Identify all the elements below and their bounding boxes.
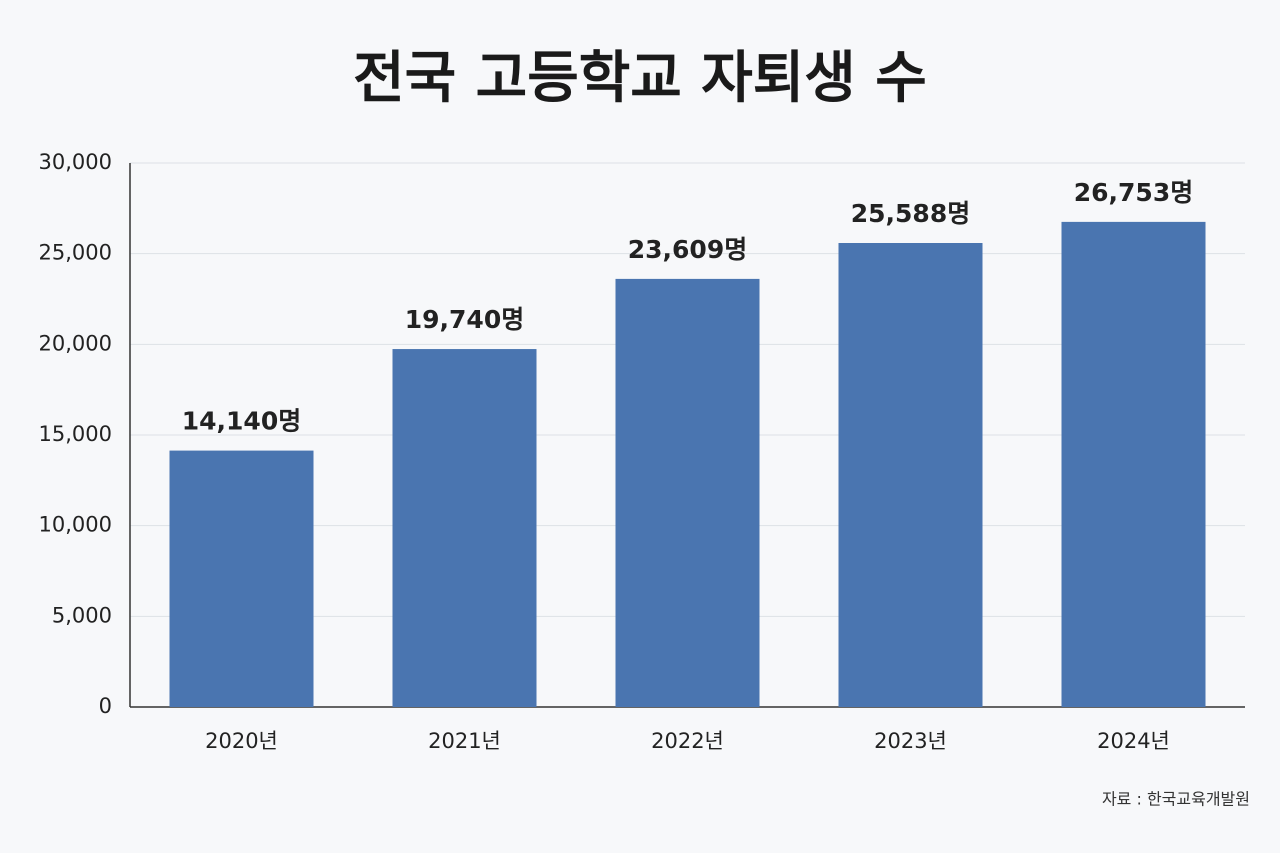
y-tick-label: 5,000 [52, 603, 112, 627]
value-label: 19,740명 [405, 305, 524, 334]
y-tick-label: 30,000 [39, 150, 112, 174]
value-label: 23,609명 [628, 235, 747, 264]
value-label: 25,588명 [851, 199, 970, 228]
y-tick-label: 0 [99, 694, 112, 718]
x-tick-label: 2020년 [205, 729, 278, 753]
value-label: 26,753명 [1074, 178, 1193, 207]
y-tick-label: 10,000 [39, 513, 112, 537]
bar [615, 278, 760, 707]
chart-title: 전국 고등학교 자퇴생 수 [353, 46, 927, 111]
bar [169, 450, 314, 707]
y-tick-label: 25,000 [39, 241, 112, 265]
bar [1061, 221, 1206, 707]
x-tick-label: 2021년 [428, 729, 501, 753]
source-note: 자료 : 한국교육개발원 [1102, 790, 1250, 809]
y-tick-label: 15,000 [39, 422, 112, 446]
x-tick-label: 2024년 [1097, 729, 1170, 753]
x-tick-label: 2022년 [651, 729, 724, 753]
bar [838, 243, 983, 707]
y-tick-label: 20,000 [39, 331, 112, 355]
x-tick-label: 2023년 [874, 729, 947, 753]
value-label: 14,140명 [182, 407, 301, 436]
bar [392, 349, 537, 707]
